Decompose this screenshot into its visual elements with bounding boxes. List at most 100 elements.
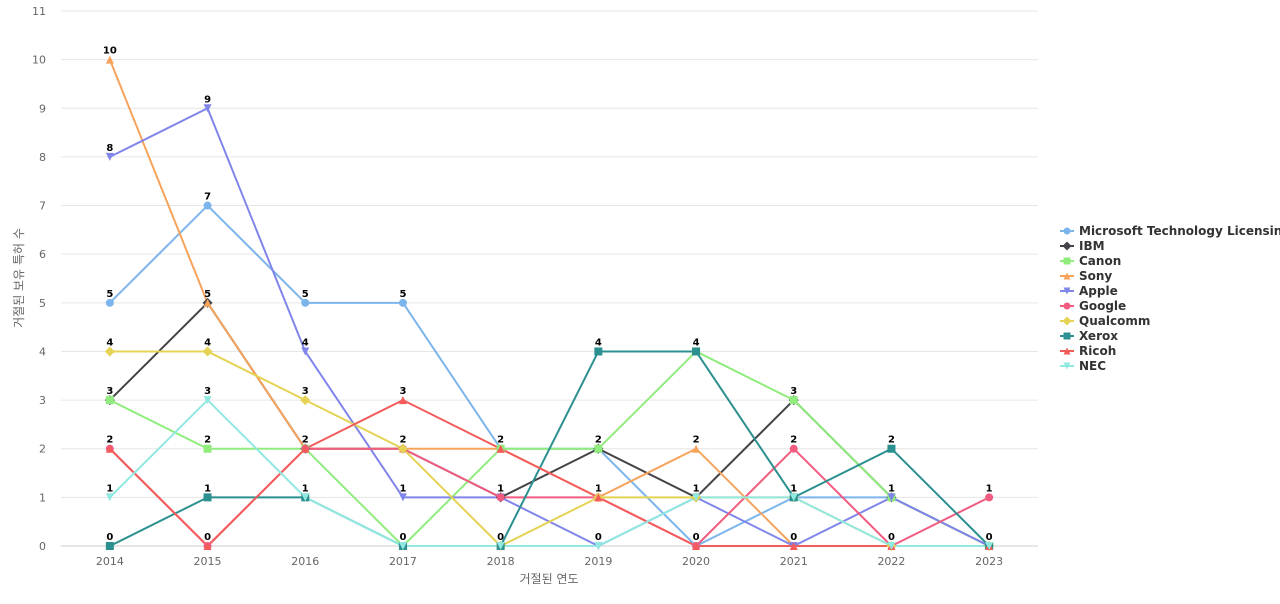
data-label: 1	[106, 483, 113, 494]
legend-label: Canon	[1079, 254, 1121, 268]
legend-marker	[1063, 362, 1071, 370]
data-label: 0	[595, 532, 602, 543]
legend: Microsoft Technology LicensingIBMCanonSo…	[1060, 224, 1280, 373]
legend-item-microsoft-technology-licensing[interactable]: Microsoft Technology Licensing	[1060, 224, 1280, 238]
legend-marker	[1063, 347, 1071, 355]
legend-item-qualcomm[interactable]: Qualcomm	[1060, 314, 1150, 328]
gridlines	[61, 10, 1038, 547]
data-label: 5	[399, 289, 406, 300]
data-label: 2	[497, 435, 504, 446]
x-axis-title: 거절된 연도	[519, 572, 578, 586]
data-label: 2	[790, 435, 797, 446]
legend-item-google[interactable]: Google	[1060, 299, 1126, 313]
data-point-apple	[887, 493, 896, 502]
data-label: 2	[302, 435, 309, 446]
series-line-ibm	[109, 301, 990, 547]
legend-label: Ricoh	[1079, 344, 1116, 358]
data-label: 3	[790, 386, 797, 397]
data-label: 2	[888, 435, 895, 446]
data-point-xerox	[105, 542, 114, 550]
legend-item-nec[interactable]: NEC	[1060, 359, 1106, 373]
data-point-nec	[398, 542, 407, 550]
legend-item-ricoh[interactable]: Ricoh	[1060, 344, 1116, 358]
data-point-qualcomm	[104, 346, 115, 357]
data-label: 0	[790, 532, 797, 543]
data-label: 0	[106, 532, 113, 543]
data-label: 0	[888, 532, 895, 543]
data-point-nec	[789, 493, 798, 502]
data-label: 2	[399, 435, 406, 446]
data-label: 0	[204, 532, 211, 543]
data-point-qualcomm	[397, 443, 408, 454]
y-tick-label: 7	[39, 200, 46, 213]
x-tick-label: 2016	[291, 555, 319, 568]
data-point-nec	[105, 493, 114, 502]
data-label: 8	[106, 143, 113, 154]
y-tick-label: 5	[39, 297, 46, 310]
legend-marker	[1062, 241, 1072, 251]
series-lines	[108, 59, 990, 547]
data-label: 3	[302, 386, 309, 397]
data-label: 3	[106, 386, 113, 397]
series-line-ricoh	[109, 399, 990, 547]
x-tick-label: 2014	[96, 555, 124, 568]
data-point-apple	[301, 347, 310, 356]
data-point-nec	[594, 542, 603, 550]
x-tick-label: 2015	[194, 555, 222, 568]
data-point-ricoh	[496, 444, 505, 453]
legend-label: Qualcomm	[1079, 314, 1150, 328]
x-axis-ticks: 2014 2015 2016 2017 2018 2019 2020 2021 2022 2023	[96, 555, 1003, 568]
data-point-nec	[496, 542, 505, 550]
data-point-nec	[203, 396, 212, 405]
series-markers	[104, 55, 995, 551]
data-point-microsoft-technology-licensing	[203, 201, 212, 210]
data-label: 3	[399, 386, 406, 397]
legend-item-apple[interactable]: Apple	[1060, 284, 1118, 298]
legend-item-xerox[interactable]: Xerox	[1060, 329, 1118, 343]
data-point-google	[496, 493, 505, 502]
data-point-nec	[692, 493, 701, 502]
data-label: 2	[595, 435, 602, 446]
data-point-ricoh	[203, 542, 212, 550]
data-label: 1	[790, 483, 797, 494]
data-label: 4	[302, 337, 309, 348]
data-point-apple	[398, 493, 407, 502]
y-axis-title: 거절된 보유 특허 수	[12, 228, 26, 328]
data-point-canon	[203, 444, 212, 453]
data-label: 1	[888, 483, 895, 494]
data-label: 9	[204, 94, 211, 105]
data-point-microsoft-technology-licensing	[105, 298, 114, 307]
data-label: 1	[302, 483, 309, 494]
legend-label: Xerox	[1079, 329, 1118, 343]
y-tick-label: 9	[39, 102, 46, 115]
legend-item-canon[interactable]: Canon	[1060, 254, 1121, 268]
data-label: 1	[986, 483, 993, 494]
data-label: 10	[103, 46, 117, 57]
data-point-nec	[985, 542, 994, 550]
data-label: 5	[302, 289, 309, 300]
y-tick-label: 0	[39, 540, 46, 553]
legend-marker	[1063, 332, 1071, 340]
y-tick-label: 8	[39, 151, 46, 164]
legend-item-sony[interactable]: Sony	[1060, 269, 1112, 283]
x-tick-label: 2021	[780, 555, 808, 568]
legend-marker	[1063, 302, 1071, 310]
y-tick-label: 2	[39, 443, 46, 456]
data-label: 1	[399, 483, 406, 494]
legend-label: Apple	[1079, 284, 1118, 298]
data-point-xerox	[203, 493, 212, 502]
data-label: 4	[106, 337, 113, 348]
y-tick-label: 11	[32, 5, 46, 18]
y-tick-label: 4	[39, 345, 46, 358]
data-point-nec	[887, 542, 896, 550]
data-label: 5	[106, 289, 113, 300]
legend-item-ibm[interactable]: IBM	[1060, 239, 1105, 253]
legend-label: Microsoft Technology Licensing	[1079, 224, 1280, 238]
legend-marker	[1063, 257, 1071, 265]
data-point-canon	[105, 396, 114, 405]
legend-label: IBM	[1079, 239, 1105, 253]
data-point-ricoh	[301, 444, 310, 453]
x-tick-label: 2023	[975, 555, 1003, 568]
data-point-nec	[301, 493, 310, 502]
